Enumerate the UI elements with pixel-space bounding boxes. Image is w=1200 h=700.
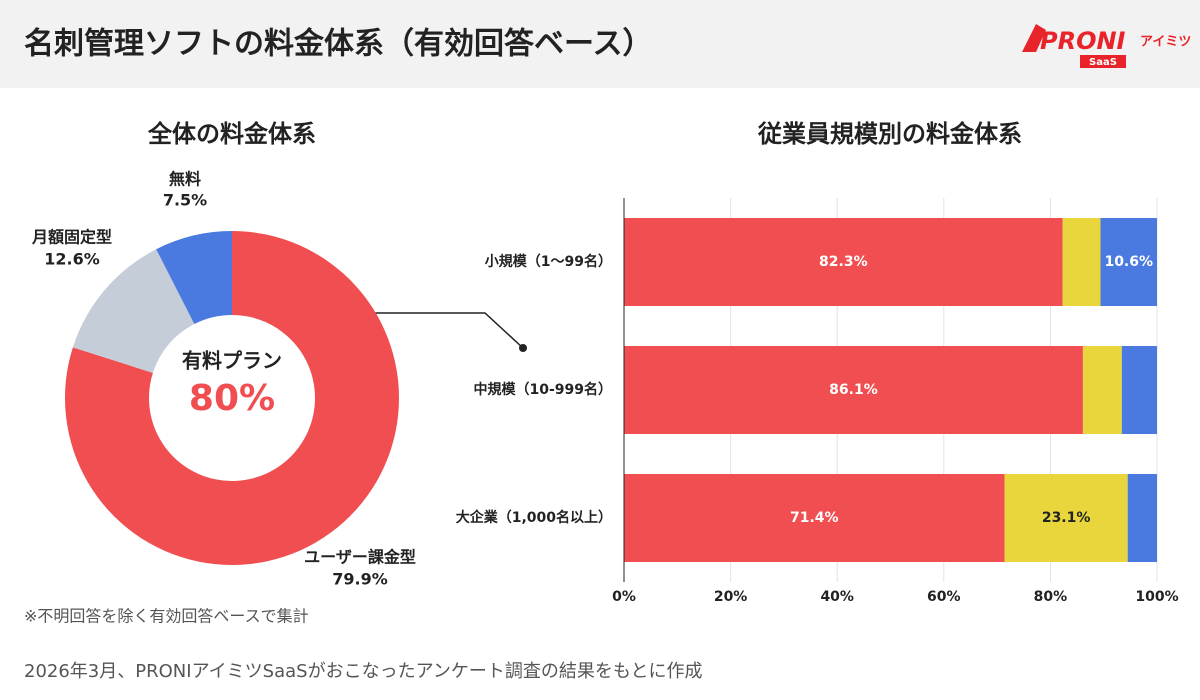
connector [352, 312, 524, 349]
x-tick-label: 80% [1034, 589, 1068, 605]
bar-segment [1121, 346, 1157, 434]
value-label: 23.1% [1042, 510, 1091, 526]
bar-segment [1100, 218, 1157, 306]
slice-value: 79.9% [332, 570, 388, 589]
y-tick-label: 小規模（1〜99名） [485, 253, 612, 270]
header-band [0, 0, 1200, 88]
footnote: ※不明回答を除く有効回答ベースで集計 [24, 607, 309, 626]
x-tick-label: 20% [714, 589, 748, 605]
value-label: 10.6% [1104, 254, 1153, 270]
page-title: 名刺管理ソフトの料金体系（有効回答ベース） [24, 27, 653, 62]
source: 2026年3月、PRONIアイミツSaaSがおこなったアンケート調査の結果をもと… [24, 661, 703, 682]
slice-value: 7.5% [163, 191, 207, 210]
slice-label: ユーザー課金型 [304, 548, 416, 567]
donut-slice [64, 231, 400, 565]
logo-tag: SaaS [1089, 57, 1117, 68]
chart-title: 全体の料金体系 [147, 120, 316, 148]
donut-slice [72, 249, 195, 373]
x-tick-label: 40% [820, 589, 854, 605]
y-tick-label: 中規模（10-999名） [473, 381, 612, 398]
logo-icon [1022, 24, 1046, 52]
bar-segment [1004, 474, 1128, 562]
logo-sub: アイミツ [1140, 35, 1191, 50]
value-label: 86.1% [829, 382, 878, 398]
y-tick-label: 大企業（1,000名以上） [456, 509, 612, 526]
bar-segment [624, 346, 1083, 434]
slice-value: 12.6% [44, 250, 100, 269]
slice-label: 無料 [169, 170, 201, 189]
x-tick-label: 100% [1135, 589, 1178, 605]
value-label: 82.3% [819, 254, 868, 270]
x-tick-label: 60% [927, 589, 961, 605]
bar-segment [624, 218, 1063, 306]
bar-segment [624, 474, 1005, 562]
bar-segment [1127, 474, 1157, 562]
value-label: 71.4% [790, 510, 839, 526]
logo-tag-bg [1080, 55, 1126, 68]
bar-segment [1082, 346, 1122, 434]
center-value: 80% [189, 378, 275, 419]
slice-label: 月額固定型 [31, 228, 112, 247]
chart-title: 従業員規模別の料金体系 [757, 120, 1022, 148]
logo: PRONI [1040, 27, 1126, 55]
donut-slice [156, 231, 232, 325]
x-tick-label: 0% [612, 589, 636, 605]
connector-dot [519, 344, 527, 352]
bar-segment [1062, 218, 1101, 306]
center-label: 有料プラン [182, 349, 282, 373]
